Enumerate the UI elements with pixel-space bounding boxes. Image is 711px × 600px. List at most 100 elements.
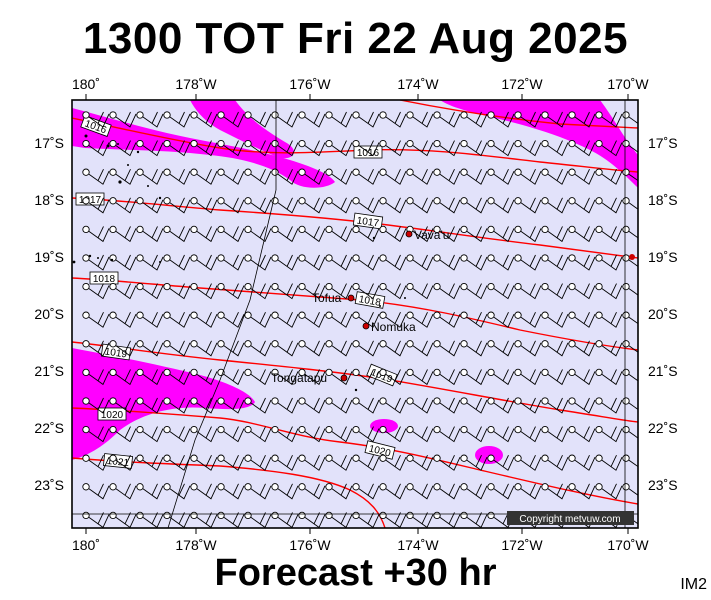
wind-barb [109,111,137,128]
wind-barb [487,197,515,214]
wind-barb [244,340,272,357]
wind-barb [325,282,353,300]
wind-barb [541,483,569,500]
wind-barb [271,425,299,443]
lon-label: 178˚W [175,76,217,92]
wind-barb [595,254,623,271]
wind-barb [379,311,407,328]
wind-barb [568,454,596,471]
lat-label: 17˚S [648,135,678,151]
wind-barb [514,139,542,157]
wind-barb [622,425,638,439]
wind-barb [352,340,380,357]
wind-barb [406,483,434,500]
wind-barb [217,111,245,128]
lon-label: 180˚ [72,537,100,553]
place-marker-vavau [405,230,413,238]
wind-barb [379,483,407,500]
place-label-vavau: Vava'u [414,228,449,242]
wind-barb [541,340,569,357]
wind-barb [217,483,245,500]
wind-barb [487,483,515,500]
wind-barb [595,454,623,471]
wind-barb [379,139,407,157]
boundary-line-diagonal [167,189,277,528]
wind-barb [595,225,623,243]
wind-barb [433,254,461,271]
wind-barb [163,254,191,271]
wind-barb [379,282,407,300]
wind-barb [352,454,380,471]
wind-barb [487,225,515,243]
wind-barb [352,368,380,386]
wind-barb [406,311,434,328]
lon-label: 176˚W [289,537,331,553]
wind-barb [325,111,353,128]
wind-barb [217,340,245,357]
wind-barb [244,139,272,157]
wind-barb [622,368,638,382]
lon-label: 176˚W [289,76,331,92]
wind-barb [514,168,542,185]
wind-barb [217,254,245,271]
wind-barb [514,340,542,357]
wind-barb [109,425,137,443]
wind-barb [109,139,137,157]
wind-area-top-right [440,100,638,188]
wind-barb [595,425,623,443]
wind-barb [190,340,218,357]
wind-barb [595,311,623,328]
wind-barb [82,311,110,328]
wind-barb [190,368,218,386]
wind-barb [433,139,461,157]
wind-barb [379,111,407,128]
wind-barb [568,225,596,243]
wind-barb [433,340,461,357]
wind-barb [406,368,434,386]
place-label-nomuka: Nomuka [371,320,416,334]
lon-labels-bottom: 180˚ 178˚W 176˚W 174˚W 172˚W 170˚W [72,537,649,553]
wind-barb [136,282,164,300]
wind-barb [244,311,272,328]
wind-barb [622,197,638,210]
wind-barb [514,311,542,328]
wind-barb [163,168,191,185]
wind-barb [622,225,638,239]
wind-barb [433,111,461,128]
copyright-text: Copyright metvuw.com [519,514,620,525]
wind-barb [271,282,299,300]
lat-label: 18˚S [34,192,64,208]
wind-barb [325,311,353,328]
wind-barb [406,254,434,271]
lat-label: 19˚S [34,249,64,265]
wind-barb [352,483,380,500]
wind-barb [109,368,137,386]
wind-barb [325,340,353,357]
wind-barb [271,311,299,328]
lat-labels-left: 17˚S 18˚S 19˚S 20˚S 21˚S 22˚S 23˚S [34,135,64,493]
lat-labels-right: 17˚S 18˚S 19˚S 20˚S 21˚S 22˚S 23˚S [648,135,678,493]
wind-barb [541,197,569,214]
wind-barb [433,168,461,185]
copyright-box [507,511,634,525]
wind-barb [460,168,488,185]
wind-barb [406,397,434,414]
wind-barb [244,454,272,471]
wind-barb [352,311,380,328]
wind-barb [271,139,299,157]
wind-barb [514,397,542,414]
wind-barb [406,425,434,443]
wind-barb [217,225,245,243]
wind-barb [460,397,488,414]
wind-barb [82,254,110,271]
wind-barb [217,197,245,214]
image-code: IM2 [680,576,707,593]
wind-barb [271,111,299,128]
wind-barb [460,454,488,471]
wind-barb [325,425,353,443]
wind-barb [298,454,326,471]
wind-barb [541,225,569,243]
wind-barb [352,254,380,271]
wind-barb [271,225,299,243]
wind-barb [541,254,569,271]
